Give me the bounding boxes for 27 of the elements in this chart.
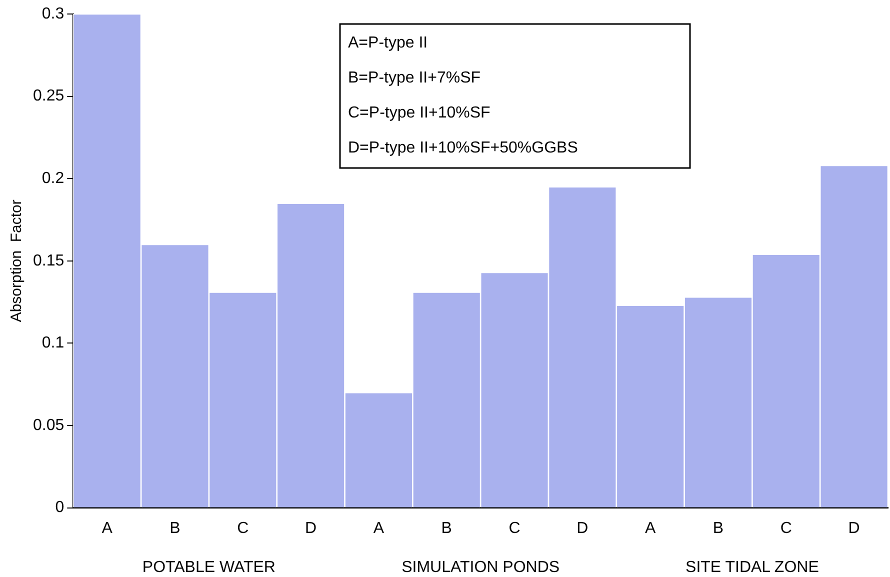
text: POTABLE WATER: [142, 559, 276, 576]
x-tick-label: B: [441, 520, 452, 537]
annotation: C=P-type II+10%SF: [348, 104, 491, 122]
x-tick-label: A: [373, 520, 384, 537]
x-tick-label: B: [712, 520, 724, 537]
x-tick-label: C: [780, 520, 792, 537]
y-tick-label: 0.1: [42, 334, 64, 352]
y-tick-label: 0: [55, 499, 64, 516]
x-tick-label: C: [508, 520, 520, 537]
x-tick-label: A: [102, 520, 113, 537]
annotation: B=P-type II+7%SF: [348, 69, 481, 86]
x-tick-label: A: [644, 520, 656, 537]
y-axis-title: Absorption Factor: [8, 200, 26, 322]
y-tick-label: 0.2: [42, 170, 64, 188]
x-tick-label: D: [848, 520, 860, 537]
x-tick-label: C: [237, 520, 249, 537]
y-tick-label: 0.3: [42, 5, 64, 22]
annotation: D=P-type II+10%SF+50%GGBS: [348, 139, 578, 156]
annotation: A=P-type II: [348, 34, 428, 52]
text: SITE TIDAL ZONE: [686, 559, 819, 576]
y-tick-label: 0.25: [33, 88, 64, 105]
y-tick-label: 0.15: [33, 252, 64, 270]
x-tick-label: B: [170, 520, 180, 537]
x-tick-label: D: [305, 520, 317, 537]
text: SIMULATION PONDS: [402, 559, 560, 576]
x-tick-label: D: [576, 520, 588, 537]
y-tick-label: 0.05: [33, 416, 64, 434]
